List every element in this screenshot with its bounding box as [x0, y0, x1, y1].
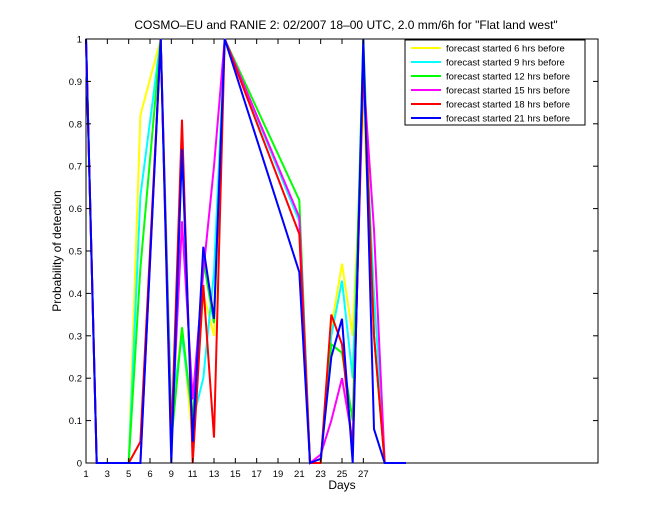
y-tick-label: 0.7 [69, 162, 82, 173]
legend-label-3: forecast started 12 hrs before [446, 72, 570, 83]
legend-label-4: forecast started 15 hrs before [446, 86, 570, 97]
x-tick-label: 23 [315, 469, 326, 480]
x-tick-label: 15 [230, 469, 241, 480]
y-tick-label: 0.5 [69, 247, 82, 258]
x-tick-label: 6 [147, 469, 152, 480]
y-tick-label: 1 [77, 35, 82, 46]
x-tick-label: 21 [294, 469, 305, 480]
y-tick-label: 0.6 [69, 204, 82, 215]
legend-label-5: forecast started 18 hrs before [446, 100, 570, 111]
x-tick-label: 17 [251, 469, 262, 480]
x-tick-label: 25 [337, 469, 348, 480]
x-tick-label: 1 [83, 469, 88, 480]
series-line-6 [85, 38, 406, 465]
legend-label-1: forecast started 6 hrs before [446, 44, 565, 55]
y-tick-label: 0.9 [69, 77, 82, 88]
y-tick-label: 0.4 [69, 289, 82, 300]
x-tick-label: 11 [188, 469, 198, 480]
axis-ticks: 1 3 5 6 9 11 13 15 17 19 21 23 25 2700.10.20.30.40.50… [69, 35, 598, 480]
x-axis-label: Days [328, 478, 355, 492]
y-tick-label: 0.3 [69, 331, 82, 342]
series-layer [85, 38, 406, 466]
x-tick-label: 19 [273, 469, 284, 480]
legend-box [404, 39, 586, 126]
legend: forecast started 6 hrs before forecast st… [404, 39, 586, 126]
y-tick-label: 0 [77, 459, 82, 470]
chart-title: COSMO–EU and RANIE 2: 02/2007 18–00 UTC,… [134, 18, 557, 32]
x-tick-label: 3 [105, 469, 110, 480]
x-tick-label: 27 [358, 469, 369, 480]
x-tick-label: 9 [169, 469, 174, 480]
x-tick-label: 5 [126, 469, 131, 480]
y-tick-label: 0.2 [69, 374, 82, 385]
legend-label-2: forecast started 9 hrs before [446, 58, 565, 69]
legend-label-6: forecast started 21 hrs before [446, 114, 570, 125]
y-tick-label: 0.1 [69, 416, 82, 427]
y-axis-label: Probability of detection [50, 190, 64, 311]
y-tick-label: 0.8 [69, 119, 82, 130]
x-tick-label: 13 [209, 469, 220, 480]
